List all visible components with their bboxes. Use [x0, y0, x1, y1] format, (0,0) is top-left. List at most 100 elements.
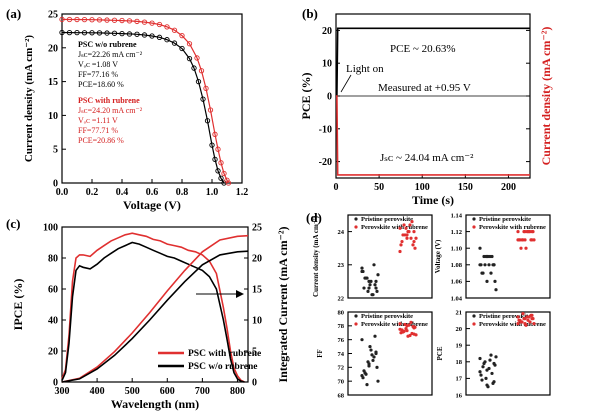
x-tick-label: 0 [334, 182, 339, 193]
x-tick-label: 200 [501, 182, 516, 193]
y-axis-title: IPCE (%) [11, 279, 25, 331]
scatter-point [373, 334, 377, 338]
scatter-point [410, 331, 414, 336]
y-tick-label: 25 [48, 10, 58, 21]
y-tick-label: 80 [48, 254, 58, 265]
y-tick-label: 1.04 [451, 295, 463, 302]
data-point [212, 156, 218, 162]
y-tick-label: 15 [48, 77, 58, 88]
scatter-point [362, 286, 366, 290]
y-tick-label: 24 [338, 229, 345, 236]
scatter-point [360, 266, 364, 270]
data-point [119, 17, 125, 24]
scatter-point [414, 333, 418, 337]
annotation-text: Vₒᴄ =1.11 V [78, 116, 118, 125]
legend-marker [472, 314, 476, 318]
data-point [156, 21, 163, 28]
data-point [204, 118, 211, 124]
data-point [209, 142, 215, 148]
scatter-point [411, 243, 415, 247]
y-tick-label: 1.12 [451, 229, 462, 236]
data-point [215, 146, 221, 152]
data-point [134, 31, 140, 37]
data-point [149, 33, 155, 39]
y-tick-label: 17 [456, 376, 463, 383]
integrated-current-line [61, 234, 249, 383]
y-axis-title-right: Current density (mA cm⁻²) [539, 27, 553, 166]
scatter-point [374, 350, 378, 354]
scatter-point [480, 378, 484, 382]
scatter-point [371, 358, 375, 363]
scatter-point [366, 360, 370, 364]
data-point [134, 18, 140, 25]
scatter-point [376, 273, 380, 277]
data-point [215, 168, 221, 174]
scatter-point [413, 246, 417, 250]
scatter-point [525, 315, 529, 319]
y-axis-title: PCE [436, 346, 444, 360]
y-tick-label: 0 [252, 378, 257, 389]
y-axis-title: Current density (mA cm⁻²) [312, 215, 320, 297]
x-tick-label: 0.4 [116, 187, 129, 198]
axis-arrow-head [236, 290, 244, 298]
annotation-text: PCE ~ 20.63% [390, 43, 456, 55]
data-point [179, 32, 185, 39]
annotation-text: PSC with rubrene [78, 96, 140, 105]
data-point [111, 17, 118, 23]
legend-marker [354, 322, 358, 326]
x-axis-title: Time (s) [412, 193, 454, 207]
scatter-point [367, 364, 371, 368]
legend-marker [472, 322, 476, 326]
y-axis-title: PCE (%) [299, 73, 313, 120]
scatter-point [405, 236, 409, 240]
legend-label: PSC w/o rubrene [188, 362, 258, 372]
scatter-point [373, 283, 377, 287]
x-tick-label: 600 [160, 386, 175, 397]
scatter-point [368, 283, 372, 287]
data-point [89, 17, 95, 23]
data-point [221, 170, 227, 177]
scatter-point [492, 263, 496, 267]
annotation-text: Jₛᴄ=24.20 mA cm⁻² [78, 106, 143, 115]
y-axis-title: Voltage (V) [434, 239, 442, 273]
x-tick-label: 1.0 [206, 187, 219, 198]
annotation-text: Light on [346, 63, 384, 75]
scatter-point [360, 269, 364, 274]
scatter-point [489, 353, 493, 357]
y-tick-label: 10 [322, 59, 332, 70]
scatter-point [370, 353, 374, 357]
annotation-text: Vₒᴄ =1.08 V [78, 60, 118, 69]
y-tick-label: -20 [319, 157, 332, 168]
y-tick-label: 74 [338, 351, 345, 358]
integrated-current-line [61, 250, 249, 383]
y-tick-label: -10 [319, 124, 332, 135]
data-point [59, 16, 65, 23]
y-tick-label: 20 [48, 43, 58, 54]
scatter-point [485, 279, 489, 283]
scatter-point [516, 315, 520, 319]
scatter-point [409, 236, 413, 240]
panel-label: (b) [302, 6, 318, 21]
x-tick-label: 500 [125, 386, 140, 397]
scatter-point [530, 238, 534, 242]
plot-frame [61, 226, 249, 383]
data-point [203, 85, 209, 92]
data-point [104, 30, 110, 36]
legend-label: Pristine perovskite [479, 313, 531, 320]
scatter-point [412, 230, 416, 234]
x-tick-label: 50 [374, 182, 384, 193]
scatter-point [363, 371, 367, 375]
scatter-point [523, 322, 527, 326]
data-point [164, 24, 170, 30]
y-axis-title: FF [316, 349, 324, 358]
y-tick-label: 1.06 [451, 279, 463, 286]
legend-label: Perovskite with rubrene [361, 321, 428, 328]
x-tick-label: 0.0 [56, 187, 69, 198]
panel-label: (d) [306, 210, 322, 225]
annotation-text: PSC w/o rubrene [78, 40, 137, 49]
scatter-point [479, 373, 483, 377]
x-tick-label: 1.2 [236, 187, 249, 198]
annotation-text: PCE=18.60 % [78, 80, 124, 89]
scatter-point [407, 230, 411, 234]
data-point [207, 107, 214, 113]
